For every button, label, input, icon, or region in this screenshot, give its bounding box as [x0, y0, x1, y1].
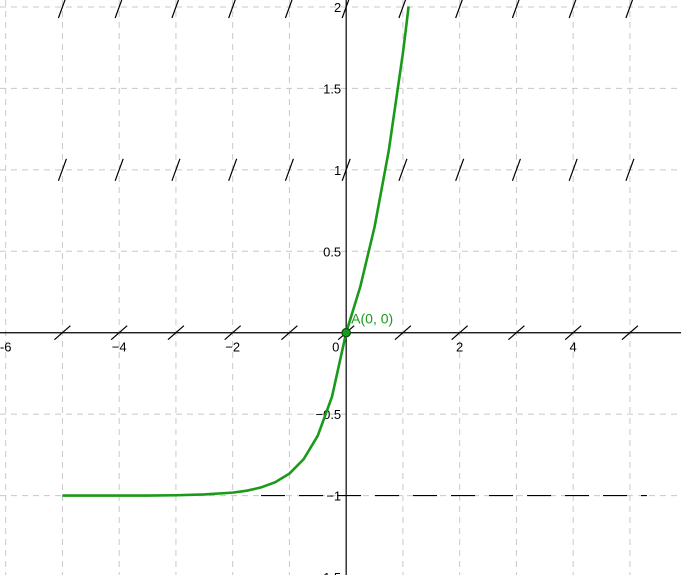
y-tick-label: 1: [334, 163, 341, 178]
slope-segment: [114, 0, 123, 19]
x-tick-label: 2: [456, 340, 463, 355]
slope-segment: [171, 0, 180, 19]
tick-labels: -6 −4 −2 0 2 4 −1.5 −1 −0.5 0.5 1 1.5 2: [0, 0, 577, 575]
slope-segment: [451, 325, 469, 341]
x-tick-label: −2: [225, 340, 240, 355]
slope-segment: [114, 158, 124, 182]
slope-segment: [224, 325, 242, 341]
slope-segment: [455, 158, 465, 182]
x-tick-label: −4: [112, 340, 127, 355]
slope-segment: [281, 325, 298, 341]
slope-segment: [228, 0, 236, 19]
slope-segment: [110, 325, 128, 341]
slope-segment: [511, 158, 521, 182]
x-tick-label: -6: [0, 340, 11, 355]
slope-segment: [284, 0, 293, 19]
slope-segment: [508, 325, 525, 341]
slope-segment: [171, 158, 181, 182]
y-tick-label: 1.5: [323, 81, 341, 96]
series-curve[interactable]: [62, 6, 410, 497]
slope-segment: [564, 325, 582, 341]
slope-segment: [455, 0, 463, 19]
y-tick-label: −0.5: [316, 407, 342, 422]
slope-segment: [568, 158, 578, 182]
slope-segment: [284, 158, 294, 182]
slope-segment: [341, 158, 351, 182]
point-label: A(0, 0): [351, 311, 393, 327]
slope-segment: [621, 325, 639, 341]
y-tick-label: −1.5: [316, 570, 342, 575]
slope-segment: [167, 325, 185, 341]
slope-segment: [57, 0, 66, 19]
slope-segment: [398, 158, 408, 182]
x-tick-label: 4: [570, 340, 577, 355]
point-marker[interactable]: [341, 327, 351, 338]
y-tick-label: 0.5: [323, 244, 341, 259]
slope-segment: [625, 0, 634, 19]
slope-segment: [398, 0, 407, 19]
slope-segment: [625, 158, 635, 182]
y-tick-label: −1: [326, 489, 341, 504]
slope-segment: [394, 325, 412, 341]
slope-segment: [511, 0, 520, 19]
slope-segment: [341, 0, 350, 19]
y-tick-label: 2: [334, 0, 341, 15]
x-tick-label: 0: [332, 340, 339, 355]
slope-segment: [54, 325, 71, 341]
slope-segment: [228, 158, 238, 182]
slope-field: [54, 0, 639, 341]
slope-segment: [568, 0, 577, 19]
slope-segment: [57, 158, 67, 182]
points[interactable]: A(0, 0): [341, 311, 393, 338]
